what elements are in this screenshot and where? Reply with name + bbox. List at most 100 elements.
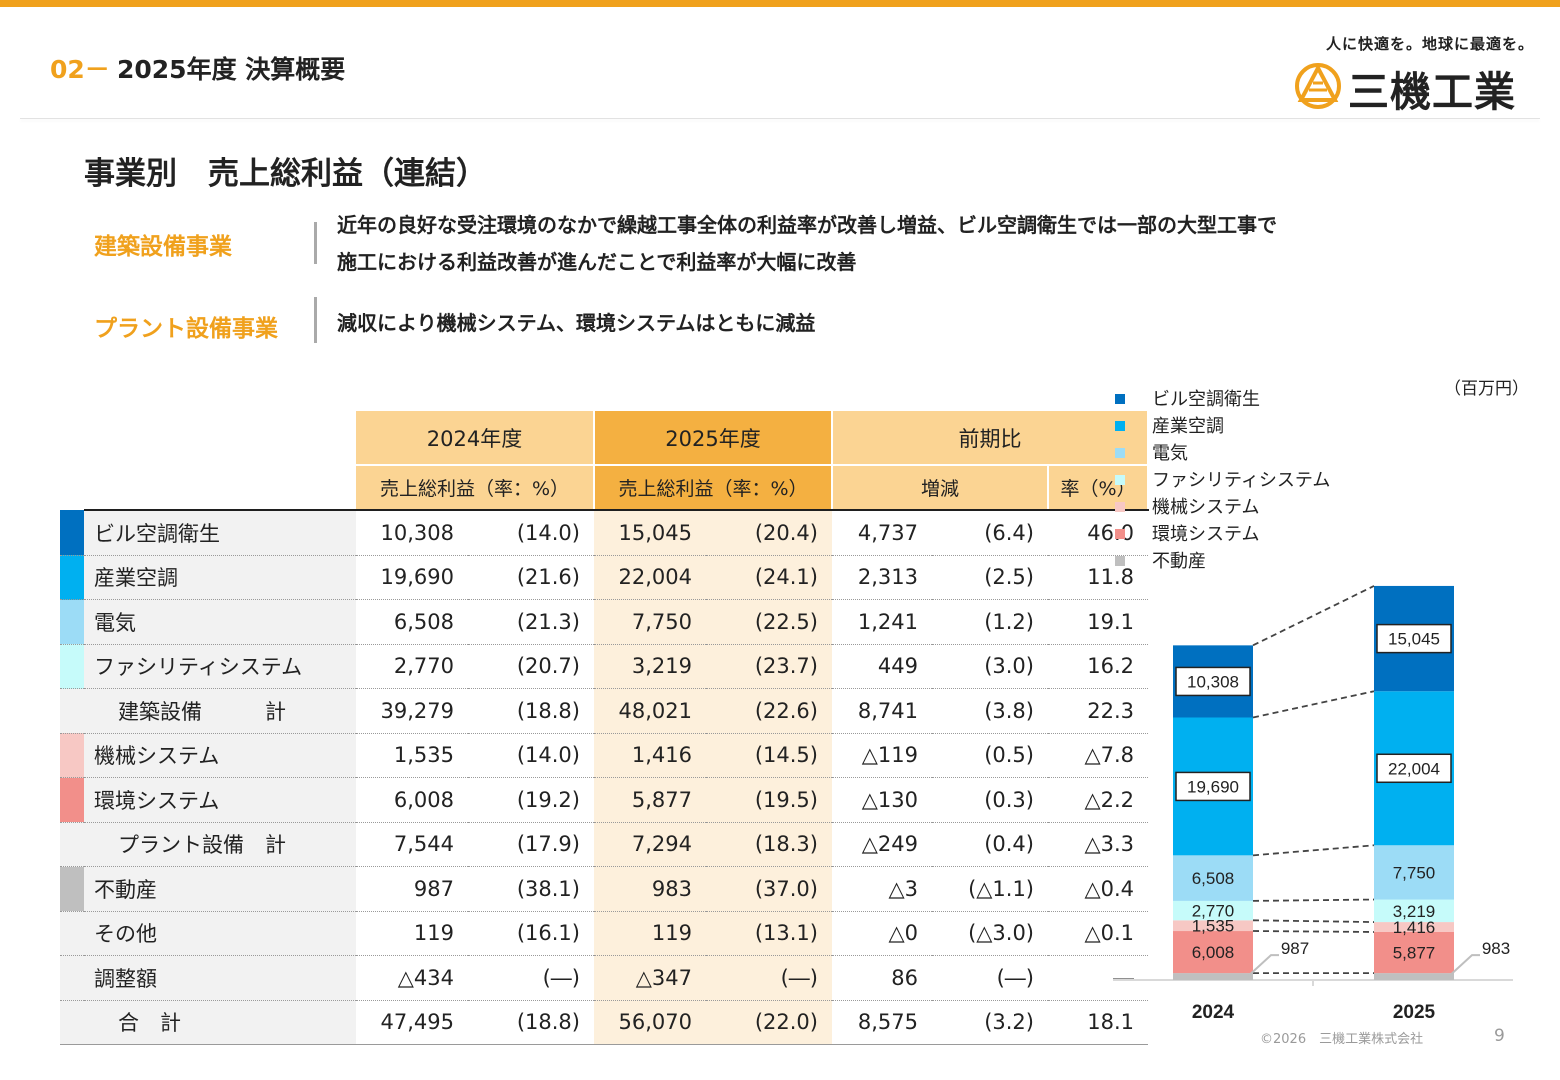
cell-value: (21.6) [468, 555, 594, 600]
legend-label: ファシリティシステム [1152, 470, 1331, 491]
x-tick-label: 2025 [1393, 1002, 1436, 1023]
cell-value: 1,416 [594, 733, 706, 778]
legend-label: 電気 [1152, 443, 1188, 464]
cell-value: (22.0) [706, 1000, 832, 1045]
cell-value: (14.5) [706, 733, 832, 778]
cell-value: 19,690 [356, 555, 468, 600]
cell-value: 18.1 [1048, 1000, 1148, 1045]
legend-item: 電気 [1112, 439, 1412, 466]
table-row: ビル空調衛生 10,308 (14.0) 15,045 (20.4) 4,737 (6.4)… [60, 510, 1148, 556]
data-label: 987 [1281, 939, 1309, 958]
cell-value: 987 [356, 866, 468, 912]
row-label: 電気 [84, 599, 356, 645]
cell-value: (3.8) [932, 688, 1048, 734]
x-tick-label: 2024 [1192, 1002, 1235, 1023]
segment-divider [314, 222, 317, 264]
cell-value: 7,750 [594, 599, 706, 645]
table-row: 産業空調 19,690 (21.6) 22,004 (24.1) 2,313 (2.5) 11… [60, 555, 1148, 600]
cell-value: 7,544 [356, 822, 468, 867]
header-divider [20, 118, 1540, 119]
segment-desc-plant: 減収により機械システム、環境システムはともに減益 [337, 305, 815, 342]
cell-value: 4,737 [832, 510, 932, 556]
data-label: 1,535 [1192, 917, 1235, 936]
row-color-swatch [60, 644, 84, 689]
top-accent-bar [0, 0, 1560, 7]
cell-value: (19.2) [468, 777, 594, 823]
cell-value: △0.4 [1048, 866, 1148, 912]
row-label: 調整額 [84, 955, 356, 1001]
cell-value: 119 [356, 911, 468, 956]
cell-value: 6,008 [356, 777, 468, 823]
cell-value: 5,877 [594, 777, 706, 823]
header-year-prev: 2024年度 [356, 411, 595, 466]
bar-segment [1173, 855, 1253, 901]
row-color-swatch [60, 555, 84, 600]
stacked-bar-chart: 2024 2025 987 983 6,008 5,877 1,535 1,416 2,770 3… [1113, 585, 1513, 1023]
data-label: 7,750 [1393, 863, 1436, 882]
cell-value: (16.1) [468, 911, 594, 956]
cell-value: 22,004 [594, 555, 706, 600]
section-title: 2025年度 決算概要 [117, 55, 346, 84]
cell-value: △119 [832, 733, 932, 778]
connector-line [1252, 690, 1375, 719]
data-label: 19,690 [1187, 777, 1239, 796]
cell-value: 15,045 [594, 510, 706, 556]
cell-value: 19.1 [1048, 599, 1148, 645]
cell-value: 7,294 [594, 822, 706, 867]
bar-segment [1374, 931, 1454, 974]
row-color-swatch [60, 777, 84, 823]
data-label: 22,004 [1388, 759, 1440, 778]
cell-value: 1,535 [356, 733, 468, 778]
cell-value: 449 [832, 644, 932, 689]
bar-segment [1173, 900, 1253, 921]
header-blank [84, 465, 356, 511]
table-row: 機械システム 1,535 (14.0) 1,416 (14.5) △119 (0.5) △7.… [60, 733, 1148, 778]
row-color-swatch [60, 599, 84, 645]
leader-line [1447, 954, 1480, 978]
row-color-swatch [60, 866, 84, 912]
company-name: 三機工業 [1348, 68, 1516, 116]
data-label: 983 [1482, 939, 1510, 958]
row-color-swatch [60, 1000, 84, 1045]
row-color-swatch [60, 822, 84, 867]
cell-value: (0.3) [932, 777, 1048, 823]
table-row: ファシリティシステム 2,770 (20.7) 3,219 (23.7) 449 (3.0)… [60, 644, 1148, 689]
header-year-cur: 2025年度 [594, 411, 833, 466]
cell-value: △434 [356, 955, 468, 1001]
legend-swatch [1115, 529, 1125, 539]
row-label: ビル空調衛生 [84, 510, 356, 556]
legend-item: 機械システム [1112, 493, 1412, 520]
cell-value: (18.8) [468, 688, 594, 734]
header-gp-rate-cur: 売上総利益（率：%） [594, 465, 833, 511]
gross-profit-table: 2024年度 2025年度 前期比 売上総利益（率：%） 売上総利益（率：%） … [60, 411, 1149, 1045]
cell-value: (24.1) [706, 555, 832, 600]
cell-value: (13.1) [706, 911, 832, 956]
legend-swatch [1115, 556, 1125, 566]
legend-label: 環境システム [1152, 524, 1260, 545]
row-label: 合 計 [84, 1000, 356, 1045]
cell-value: (1.2) [932, 599, 1048, 645]
data-label: 6,508 [1192, 869, 1235, 888]
row-label: その他 [84, 911, 356, 956]
data-label: 1,416 [1393, 918, 1436, 937]
cell-value: (―) [468, 955, 594, 1001]
desc-line: 減収により機械システム、環境システムはともに減益 [337, 311, 816, 335]
cell-value: 10,308 [356, 510, 468, 556]
cell-value: (23.7) [706, 644, 832, 689]
table-row: 合 計 47,495 (18.8) 56,070 (22.0) 8,575 (3.2) 18.… [60, 1000, 1148, 1045]
cell-value: (△3.0) [932, 911, 1048, 956]
cell-value: △347 [594, 955, 706, 1001]
row-label: ファシリティシステム [84, 644, 356, 689]
segment-divider [314, 297, 317, 343]
legend-item: 産業空調 [1112, 412, 1412, 439]
table-row: 調整額 △434 (―) △347 (―) 86 (―) ― [60, 955, 1148, 1001]
cell-value: 56,070 [594, 1000, 706, 1045]
row-color-swatch [60, 955, 84, 1001]
company-logo-icon [1295, 63, 1341, 109]
cell-value: (19.5) [706, 777, 832, 823]
data-label: 10,308 [1187, 672, 1239, 691]
row-label: 建築設備 計 [84, 688, 356, 734]
header-blank [60, 411, 356, 465]
connector-line [1252, 898, 1375, 902]
cell-value: (18.8) [468, 1000, 594, 1045]
